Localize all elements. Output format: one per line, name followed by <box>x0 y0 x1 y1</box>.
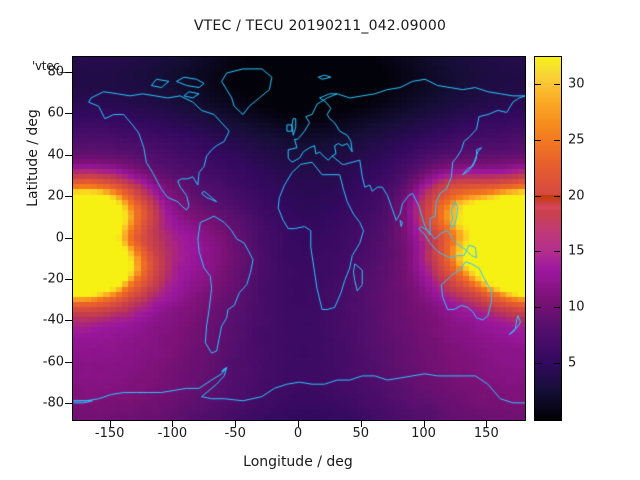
x-tick-mark <box>298 420 299 427</box>
y-tick-label: -40 <box>42 312 64 328</box>
colorbar-tick-mark <box>554 83 560 85</box>
x-tick-mark <box>235 420 237 427</box>
y-tick-label: 0 <box>55 230 64 245</box>
y-tick-label: 40 <box>47 147 64 163</box>
x-axis-label: Longitude / deg <box>243 454 353 470</box>
y-tick-label: -80 <box>42 395 64 411</box>
x-tick-label: -150 <box>94 426 125 441</box>
colorbar-tick-mark <box>554 251 560 253</box>
x-tick-mark <box>109 420 111 427</box>
colorbar-tick-label: 15 <box>568 243 585 259</box>
colorbar-tick-mark <box>535 139 541 141</box>
y-tick-label: -20 <box>42 271 64 287</box>
y-tick-mark <box>65 278 73 280</box>
colorbar-tick-mark <box>535 363 541 365</box>
x-tick-label: 0 <box>293 426 303 441</box>
colorbar-tick-label: 20 <box>568 188 585 204</box>
page-title: VTEC / TECU 20190211_042.09000 <box>193 18 447 34</box>
x-tick-mark <box>172 420 174 427</box>
x-tick-mark <box>423 420 425 427</box>
vtec-heatmap-canvas <box>73 57 525 420</box>
colorbar-tick-mark <box>535 251 541 253</box>
colorbar-tick-mark <box>535 307 541 309</box>
y-tick-mark <box>65 361 73 363</box>
colorbar-tick-mark <box>554 363 560 365</box>
y-tick-mark <box>65 237 73 239</box>
colorbar-tick-mark <box>554 307 560 309</box>
colorbar-tick-mark <box>554 195 560 197</box>
colorbar-tick-label: 30 <box>568 76 585 92</box>
y-tick-label: 60 <box>47 105 64 121</box>
x-tick-label: 100 <box>411 426 436 441</box>
y-tick-mark <box>65 71 73 73</box>
y-tick-label: 80 <box>47 64 64 80</box>
y-tick-label: -60 <box>42 354 64 370</box>
colorbar[interactable] <box>534 56 562 421</box>
y-tick-mark <box>65 320 73 322</box>
x-tick-mark <box>486 420 488 427</box>
y-tick-mark <box>65 113 73 115</box>
x-tick-mark <box>360 420 362 427</box>
x-tick-label: 150 <box>473 426 499 441</box>
colorbar-tick-mark <box>535 83 541 85</box>
y-axis-label: Latitude / deg <box>25 109 41 207</box>
y-tick-mark <box>65 154 73 156</box>
colorbar-tick-mark <box>535 195 541 197</box>
vtec-artifact-label: 'vtec_ <box>32 59 66 73</box>
x-tick-label: -100 <box>157 426 188 441</box>
colorbar-tick-mark <box>554 139 560 141</box>
y-tick-label: 20 <box>47 188 64 204</box>
heatmap-plot-area[interactable] <box>72 56 526 421</box>
x-tick-label: -50 <box>224 426 246 441</box>
colorbar-tick-label: 25 <box>568 132 585 148</box>
x-tick-label: 50 <box>352 426 370 441</box>
y-tick-mark <box>65 196 73 197</box>
colorbar-tick-label: 10 <box>568 299 585 315</box>
y-tick-mark <box>65 403 73 405</box>
colorbar-tick-label: 5 <box>568 355 577 371</box>
